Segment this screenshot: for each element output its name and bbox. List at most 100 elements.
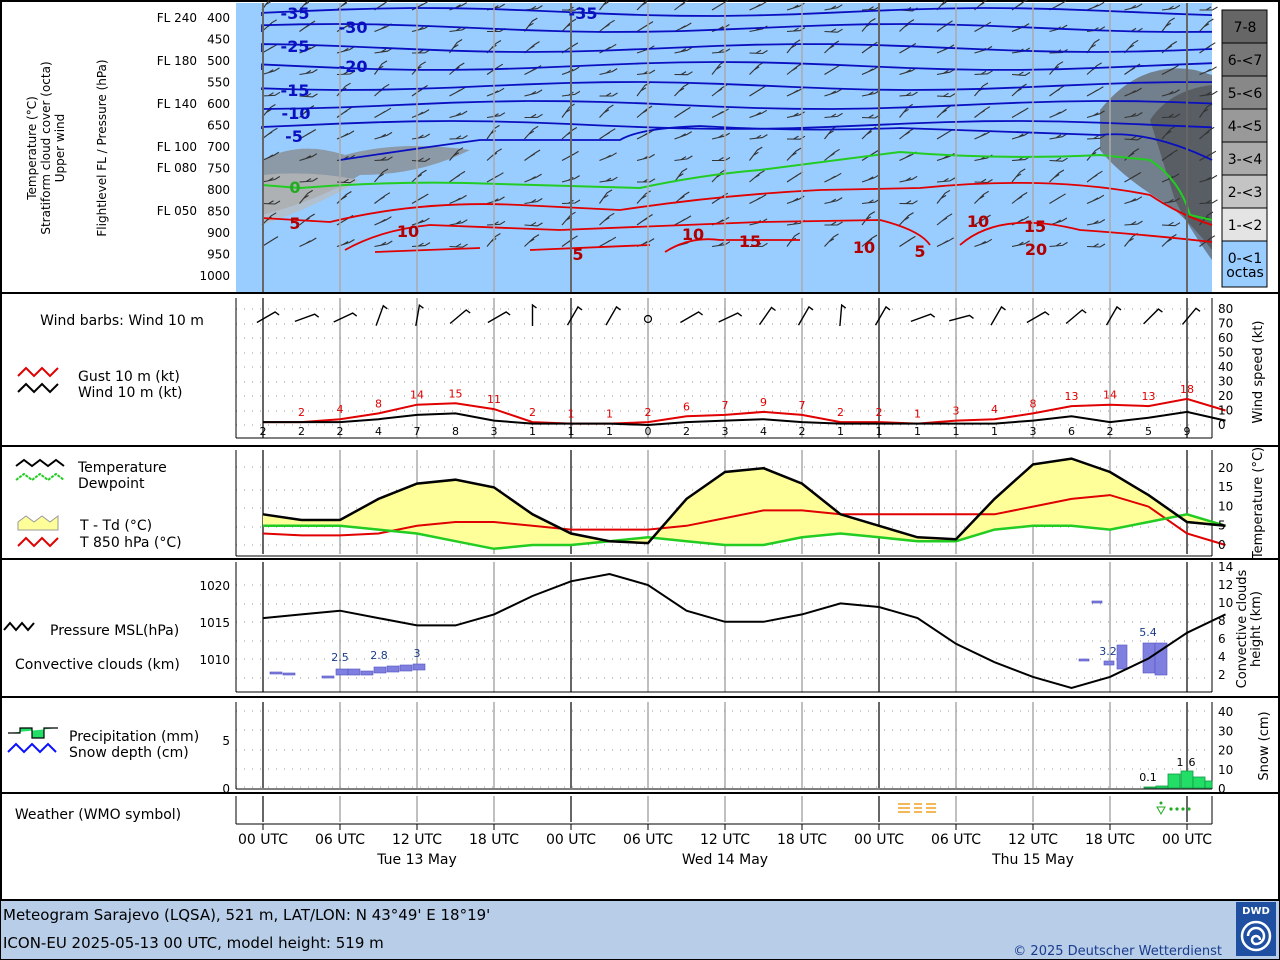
upper-wind-barb (749, 242, 768, 248)
upper-wind-barb (899, 175, 918, 183)
surface-wind-barb (566, 305, 583, 326)
gust-label: 18 (1180, 383, 1194, 396)
wind-label: 1 (953, 425, 960, 438)
pressure-tick: 800 (207, 183, 230, 197)
upper-wind-barb (524, 41, 540, 54)
wind-label: 8 (452, 425, 459, 438)
wind-label: 1 (837, 425, 844, 438)
flight-level-ticks: FL 240 FL 180 FL 140 FL 100 FL 080 FL 050 (157, 11, 197, 218)
upper-wind-barb (1011, 71, 1031, 76)
convective-height-ticks: 14 12 10 8 6 4 2 (1218, 560, 1233, 682)
upper-wind-barb (374, 131, 393, 140)
day-label: Wed 14 May (682, 852, 768, 868)
upper-wind-barb (336, 46, 355, 54)
upper-time-grid (262, 3, 1188, 292)
gust-line (263, 397, 1226, 425)
temperature-legend-icon (15, 458, 65, 468)
pressure-tick: 500 (207, 54, 230, 68)
isotherm-label-warm: 10 (967, 212, 989, 231)
cloud-legend-label: 2-<3 (1228, 185, 1263, 201)
upper-wind-barb (899, 91, 918, 97)
precipitation-panel: 0.1 1 6 Precipitation (mm) Snow depth (cm)… (1, 702, 1279, 796)
isotherm-label-warm: 10 (853, 238, 875, 257)
upper-wind-barb (411, 109, 430, 119)
y-tick: 0 (1218, 782, 1226, 796)
upper-wind-barb (374, 156, 393, 162)
surface-wind-barb (839, 303, 847, 327)
convective-bar (373, 666, 387, 674)
upper-wind-barb (974, 178, 993, 184)
gust-label: 1 (568, 408, 575, 421)
isotherm-label-cold: -35 (281, 4, 310, 23)
isotherm-label-warm: 10 (682, 225, 704, 244)
upper-wind-barb (374, 216, 392, 226)
y-tick: 1015 (199, 616, 230, 630)
pressure-tick: 950 (207, 248, 230, 262)
convective-bar (282, 672, 296, 676)
wind-label: 0 (645, 425, 652, 438)
upper-wind-barb (449, 147, 464, 161)
upper-wind-barb (1161, 17, 1175, 32)
upper-wind-barb (711, 108, 729, 118)
y-tick: 10 (1218, 596, 1233, 610)
upper-wind-barb (599, 92, 618, 97)
gust-label: 13 (1142, 390, 1156, 403)
upper-wind-barb (899, 235, 916, 247)
upper-wind-barb (374, 0, 391, 11)
upper-wind-barb (1049, 241, 1068, 248)
y-tick: 40 (1218, 360, 1233, 374)
upper-wind-barb (786, 147, 802, 161)
calm-symbol (643, 314, 653, 324)
cold-isotherm (339, 125, 1213, 161)
convective-label: 2.8 (370, 649, 388, 662)
cloud-legend-box (1221, 174, 1268, 209)
t850-legend-label: T 850 hPa (°C) (79, 535, 182, 551)
surface-wind-barb (1026, 311, 1050, 324)
y-tick: 50 (1218, 346, 1233, 360)
flight-level-tick: FL 240 (157, 11, 197, 25)
upper-wind-barb (1011, 107, 1029, 118)
convective-ylabel-2: height (km) (1249, 591, 1264, 667)
wind-ylabel: Wind speed (kt) (1251, 321, 1266, 424)
convective-bar (347, 668, 361, 676)
upper-wind-barb (1124, 39, 1139, 54)
precipitation-labels: 0.1 1 6 (1139, 756, 1195, 784)
y-tick: 15 (1218, 480, 1233, 494)
footer-copyright: © 2025 Deutscher Wetterdienst (1013, 944, 1222, 959)
isotherm-label-cold: -15 (281, 81, 310, 100)
flight-level-tick: FL 080 (157, 161, 197, 175)
upper-wind-barb (674, 0, 690, 11)
time-axis: 00 UTC 06 UTC 12 UTC 18 UTC 00 UTC 06 UTC 12 U… (238, 824, 1212, 848)
y-tick: 60 (1218, 331, 1233, 345)
wind-line (263, 410, 1226, 427)
convective-bar (1103, 660, 1115, 666)
cloud-legend-label: 0-<1 (1228, 251, 1263, 267)
pressure-tick: 400 (207, 11, 230, 25)
upper-wind-barb (524, 17, 538, 32)
surface-wind-barb (415, 303, 424, 327)
weather-panel-title: Weather (WMO symbol) (15, 807, 181, 823)
surface-wind-barb (487, 311, 511, 324)
time-tick-label: 18 UTC (469, 832, 519, 848)
pressure-ticks: 400 450 500 550 600 650 700 750 800 850 900 950 1000 (199, 11, 230, 283)
upper-wind-barb (261, 200, 281, 205)
temperature-ylabel: Temperature (°C) (1251, 447, 1266, 560)
dewpoint-legend-icon (15, 472, 65, 482)
wind-panel-title: Wind barbs: Wind 10 m (40, 313, 204, 329)
temperature-panel: Temperature Dewpoint T - Td (°C) T 850 h… (1, 447, 1279, 560)
day-labels: Tue 13 May Wed 14 May Thu 15 May (376, 852, 1074, 868)
upper-wind-barb (449, 194, 467, 205)
snow-y-ticks: 40 30 20 10 0 (1218, 705, 1233, 796)
upper-wind-barb (449, 135, 468, 140)
upper-wind-barb (1049, 193, 1066, 204)
upper-wind-barb (1199, 103, 1213, 118)
convective-bar (321, 675, 335, 679)
surface-wind-barb (990, 305, 1006, 326)
upper-wind-barb (561, 103, 575, 118)
upper-wind-barb (1086, 243, 1106, 248)
gust-label: 13 (1065, 390, 1079, 403)
upper-wind-barb (336, 239, 355, 248)
pressure-panel: 2.5 2.8 3 3.2 5.4 Pressure MSL(hPa) Convecti… (1, 560, 1279, 698)
